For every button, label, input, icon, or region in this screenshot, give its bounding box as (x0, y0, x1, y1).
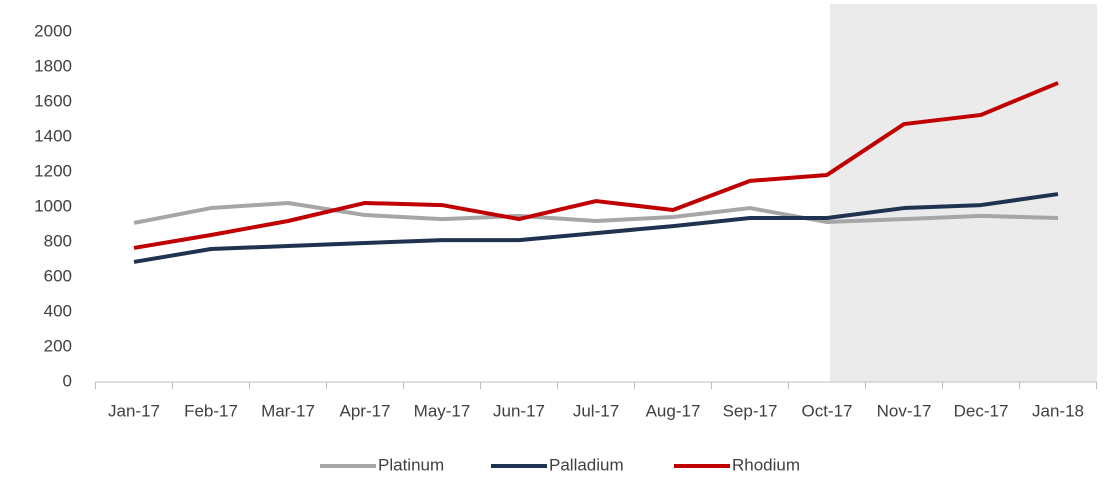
x-tick-label: Jul-17 (573, 401, 619, 420)
y-tick-label: 1400 (34, 126, 72, 145)
x-tick-label: May-17 (414, 401, 471, 420)
x-tick-label: Aug-17 (646, 401, 701, 420)
y-tick-label: 400 (44, 301, 72, 320)
y-tick-label: 1000 (34, 196, 72, 215)
y-tick-label: 1200 (34, 161, 72, 180)
legend-label: Rhodium (732, 455, 800, 474)
line-series (133, 200, 1059, 225)
y-tick-label: 2000 (34, 21, 72, 40)
y-tick-label: 1600 (34, 91, 72, 110)
line-series (133, 81, 1059, 250)
x-tick-label: Jan-18 (1032, 401, 1084, 420)
y-tick-label: 800 (44, 231, 72, 250)
y-tick-label: 0 (63, 371, 72, 390)
line-series (133, 192, 1059, 264)
y-tick-label: 600 (44, 266, 72, 285)
x-tick-label: Jan-17 (108, 401, 160, 420)
x-tick-label: Dec-17 (954, 401, 1009, 420)
x-tick-label: Oct-17 (801, 401, 852, 420)
x-tick-label: Mar-17 (261, 401, 315, 420)
x-tick-label: Apr-17 (339, 401, 390, 420)
y-tick-label: 200 (44, 336, 72, 355)
x-tick-label: Nov-17 (877, 401, 932, 420)
legend-label: Platinum (378, 455, 444, 474)
x-tick-label: Feb-17 (184, 401, 238, 420)
y-tick-label: 1800 (34, 56, 72, 75)
legend-label: Palladium (549, 455, 624, 474)
x-tick-label: Jun-17 (493, 401, 545, 420)
x-tick-label: Sep-17 (723, 401, 778, 420)
